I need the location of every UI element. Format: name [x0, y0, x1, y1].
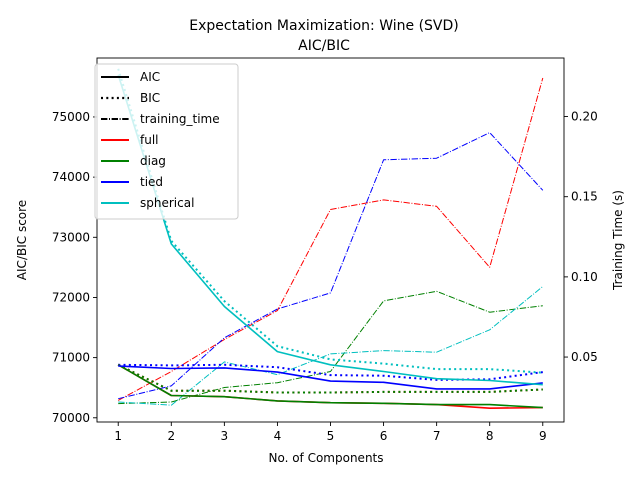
y2-axis-label: Training Time (s) — [611, 190, 625, 291]
axes: 1 2 3 4 5 6 7 8 9 70000 71000 72000 73000 74000 75000 0… — [52, 57, 598, 443]
series-diag-aic-line — [117, 364, 543, 409]
y2-tick-label: 0.10 — [571, 270, 598, 284]
y-axis-label: AIC/BIC score — [15, 200, 29, 280]
x-tick-label: 2 — [167, 429, 175, 443]
series-spherical-bic-line — [117, 68, 543, 374]
x-tick-label: 1 — [114, 429, 122, 443]
chart-subtitle: AIC/BIC — [298, 38, 350, 54]
legend-label-tied: tied — [140, 175, 163, 189]
x-tick-label: 3 — [221, 429, 229, 443]
x-axis-label: No. of Components — [268, 451, 383, 465]
series-diag-bic-line — [117, 363, 543, 394]
x-tick-label: 5 — [327, 429, 335, 443]
plot-lines — [117, 68, 544, 410]
y2-tick-label: 0.05 — [571, 350, 598, 364]
series-tied-aic-line — [118, 365, 543, 390]
x-tick-label: 6 — [380, 429, 388, 443]
x-tick-label: 7 — [433, 429, 441, 443]
y-tick-label: 75000 — [52, 110, 90, 124]
y-tick-label: 72000 — [52, 290, 90, 304]
x-tick-label: 8 — [486, 429, 494, 443]
legend-box — [94, 63, 239, 220]
y-tick-label: 70000 — [52, 411, 90, 425]
series-full-training-time-line — [117, 77, 544, 401]
y-tick-label: 73000 — [52, 230, 90, 244]
series-tied-bic-line — [118, 363, 543, 381]
chart-title: Expectation Maximization: Wine (SVD) — [189, 18, 458, 34]
series-diag-training-time-line — [118, 290, 543, 405]
x-tick-label: 9 — [539, 429, 547, 443]
legend-label-training-time: training_time — [140, 112, 220, 126]
series-tied-training-time-line — [118, 132, 544, 400]
y2-tick-label: 0.20 — [571, 110, 598, 124]
series-spherical-training-time-line — [118, 286, 544, 406]
legend-label-diag: diag — [140, 154, 166, 168]
y-tick-label: 74000 — [52, 170, 90, 184]
legend-label-full: full — [140, 133, 159, 147]
y-tick-label: 71000 — [52, 351, 90, 365]
y2-tick-label: 0.15 — [571, 190, 598, 204]
series-spherical-aic-line — [117, 74, 543, 386]
legend-label-spherical: spherical — [140, 196, 194, 210]
x-tick-label: 4 — [274, 429, 282, 443]
legend-label-AIC: AIC — [140, 70, 160, 84]
legend-label-BIC: BIC — [140, 91, 160, 105]
